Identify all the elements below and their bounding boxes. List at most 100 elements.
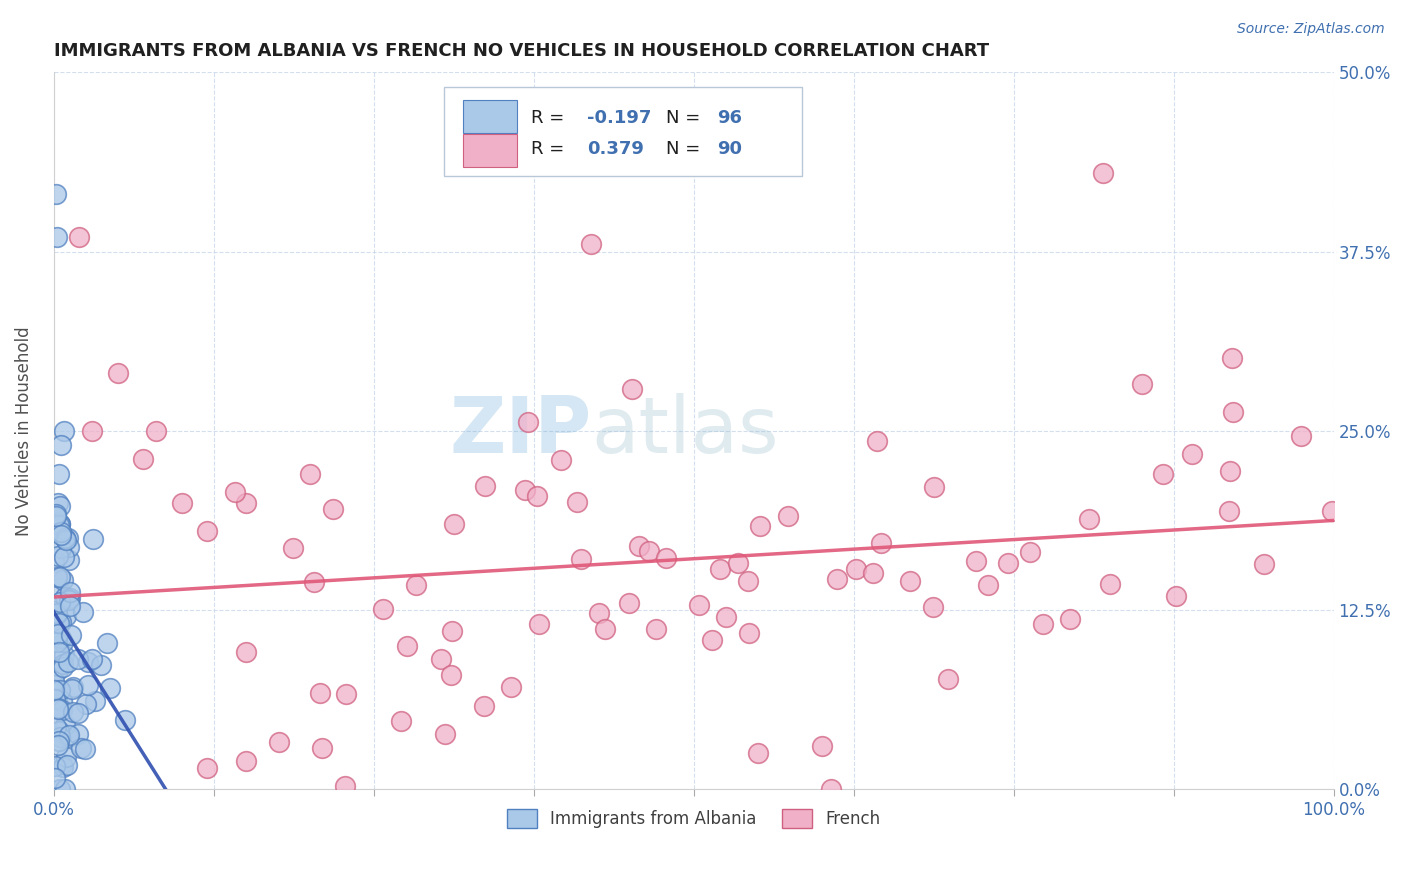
Point <box>51 438 73 452</box>
Point <box>567 494 589 508</box>
Point <box>517 415 540 429</box>
Point <box>501 680 523 694</box>
Point <box>702 633 724 648</box>
Point <box>440 668 463 682</box>
Point <box>1219 464 1241 478</box>
Point <box>820 782 842 797</box>
Y-axis label: No Vehicles in Household: No Vehicles in Household <box>15 326 32 535</box>
Point <box>46 635 69 649</box>
Point <box>96 636 118 650</box>
Point <box>59 585 82 599</box>
Point <box>870 536 893 550</box>
Point <box>936 672 959 686</box>
Point <box>62 682 84 697</box>
Point <box>62 681 84 695</box>
Point <box>52 635 75 649</box>
Point <box>46 569 69 583</box>
Point <box>46 495 69 509</box>
Point <box>52 573 75 587</box>
Point <box>283 541 305 556</box>
Point <box>48 549 70 564</box>
Point <box>644 622 666 636</box>
Point <box>67 230 90 244</box>
Point <box>77 655 100 669</box>
Point <box>396 639 419 653</box>
Point <box>82 651 104 665</box>
Point <box>48 782 70 797</box>
Point <box>45 509 67 524</box>
Point <box>90 657 112 672</box>
Point <box>628 539 651 553</box>
Point <box>48 645 70 659</box>
Point <box>235 495 257 509</box>
Text: -0.197: -0.197 <box>588 109 652 127</box>
Point <box>52 760 75 774</box>
Point <box>810 739 832 754</box>
Text: R =: R = <box>531 109 571 127</box>
Point <box>56 730 79 744</box>
Point <box>45 606 67 620</box>
Point <box>55 608 77 623</box>
Point <box>73 742 96 756</box>
Point <box>48 663 70 677</box>
Point <box>1253 557 1275 571</box>
Point <box>1032 617 1054 632</box>
Point <box>53 424 76 438</box>
FancyBboxPatch shape <box>464 134 517 167</box>
Point <box>49 730 72 744</box>
Point <box>1291 429 1313 443</box>
Point <box>474 698 496 713</box>
Point <box>45 721 67 735</box>
Point <box>527 616 550 631</box>
Text: 90: 90 <box>717 140 742 158</box>
Point <box>48 724 70 739</box>
Point <box>58 592 80 607</box>
Point <box>197 524 219 538</box>
Point <box>59 599 82 613</box>
Point <box>77 678 100 692</box>
Point <box>56 531 79 545</box>
Point <box>866 434 889 449</box>
Point <box>82 424 104 438</box>
Point <box>1180 446 1202 460</box>
Text: N =: N = <box>665 140 706 158</box>
Point <box>737 574 759 589</box>
Point <box>474 479 496 493</box>
Point <box>132 452 155 467</box>
Text: N =: N = <box>665 109 706 127</box>
Point <box>526 489 548 503</box>
Point <box>51 524 73 539</box>
Point <box>42 682 65 697</box>
Point <box>51 657 73 672</box>
FancyBboxPatch shape <box>464 101 517 134</box>
Point <box>53 531 76 545</box>
Point <box>1218 504 1240 518</box>
Point <box>922 600 945 615</box>
Point <box>51 757 73 772</box>
Point <box>51 615 73 629</box>
Point <box>1152 467 1174 481</box>
Point <box>42 673 65 688</box>
Point <box>48 518 70 533</box>
Point <box>59 628 82 642</box>
Text: atlas: atlas <box>592 392 779 469</box>
Point <box>67 706 90 720</box>
Point <box>48 467 70 481</box>
Point <box>335 687 357 701</box>
Point <box>114 713 136 727</box>
Point <box>55 590 77 604</box>
Point <box>727 556 749 570</box>
Point <box>1320 504 1343 518</box>
Point <box>53 782 76 797</box>
Point <box>1222 405 1244 419</box>
Point <box>776 508 799 523</box>
Point <box>898 574 921 588</box>
Point <box>845 562 868 576</box>
Point <box>443 517 465 532</box>
Point <box>1019 545 1042 559</box>
Point <box>267 734 290 748</box>
Point <box>965 554 987 568</box>
Point <box>311 741 333 756</box>
Point <box>1059 612 1081 626</box>
Point <box>1092 166 1115 180</box>
